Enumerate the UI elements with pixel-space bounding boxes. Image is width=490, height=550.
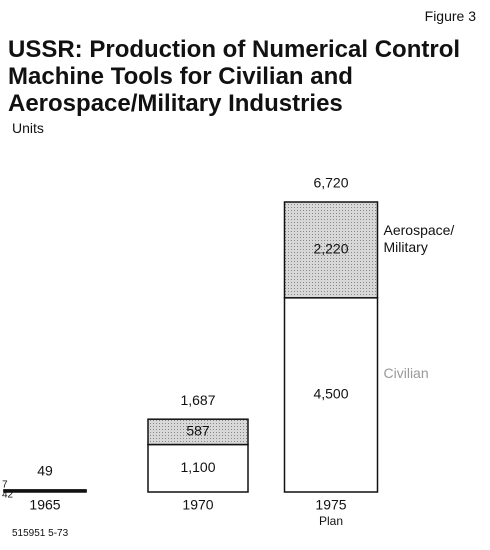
footnote: 515951 5-73 [12,528,69,539]
value-label: 7 [2,480,8,491]
value-label: 1,100 [180,459,215,475]
total-label: 1,687 [180,392,215,408]
bar-segment [147,418,249,446]
total-label: 49 [37,463,53,479]
legend-label: Aerospace/ Military [383,221,455,255]
bar-segment [147,443,249,493]
x-tick-label: 1965 [29,497,60,513]
bar-segment [3,489,87,493]
bar-segment [283,297,379,493]
value-label: 587 [186,423,210,439]
x-tick-label: 1975 [315,497,346,513]
x-tick-label: 1970 [182,497,213,513]
legend-label: Civilian [383,364,429,381]
value-label: 4,500 [313,386,348,402]
chart-title: USSR: Production of Numerical Control Ma… [8,36,461,117]
total-label: 6,720 [313,175,348,191]
value-label: 42 [2,490,14,501]
annotation: Plan [319,514,343,528]
figure-label: Figure 3 [424,8,476,24]
value-label: 2,220 [313,241,348,257]
bar-segment [283,201,379,299]
y-axis-label: Units [12,120,44,136]
